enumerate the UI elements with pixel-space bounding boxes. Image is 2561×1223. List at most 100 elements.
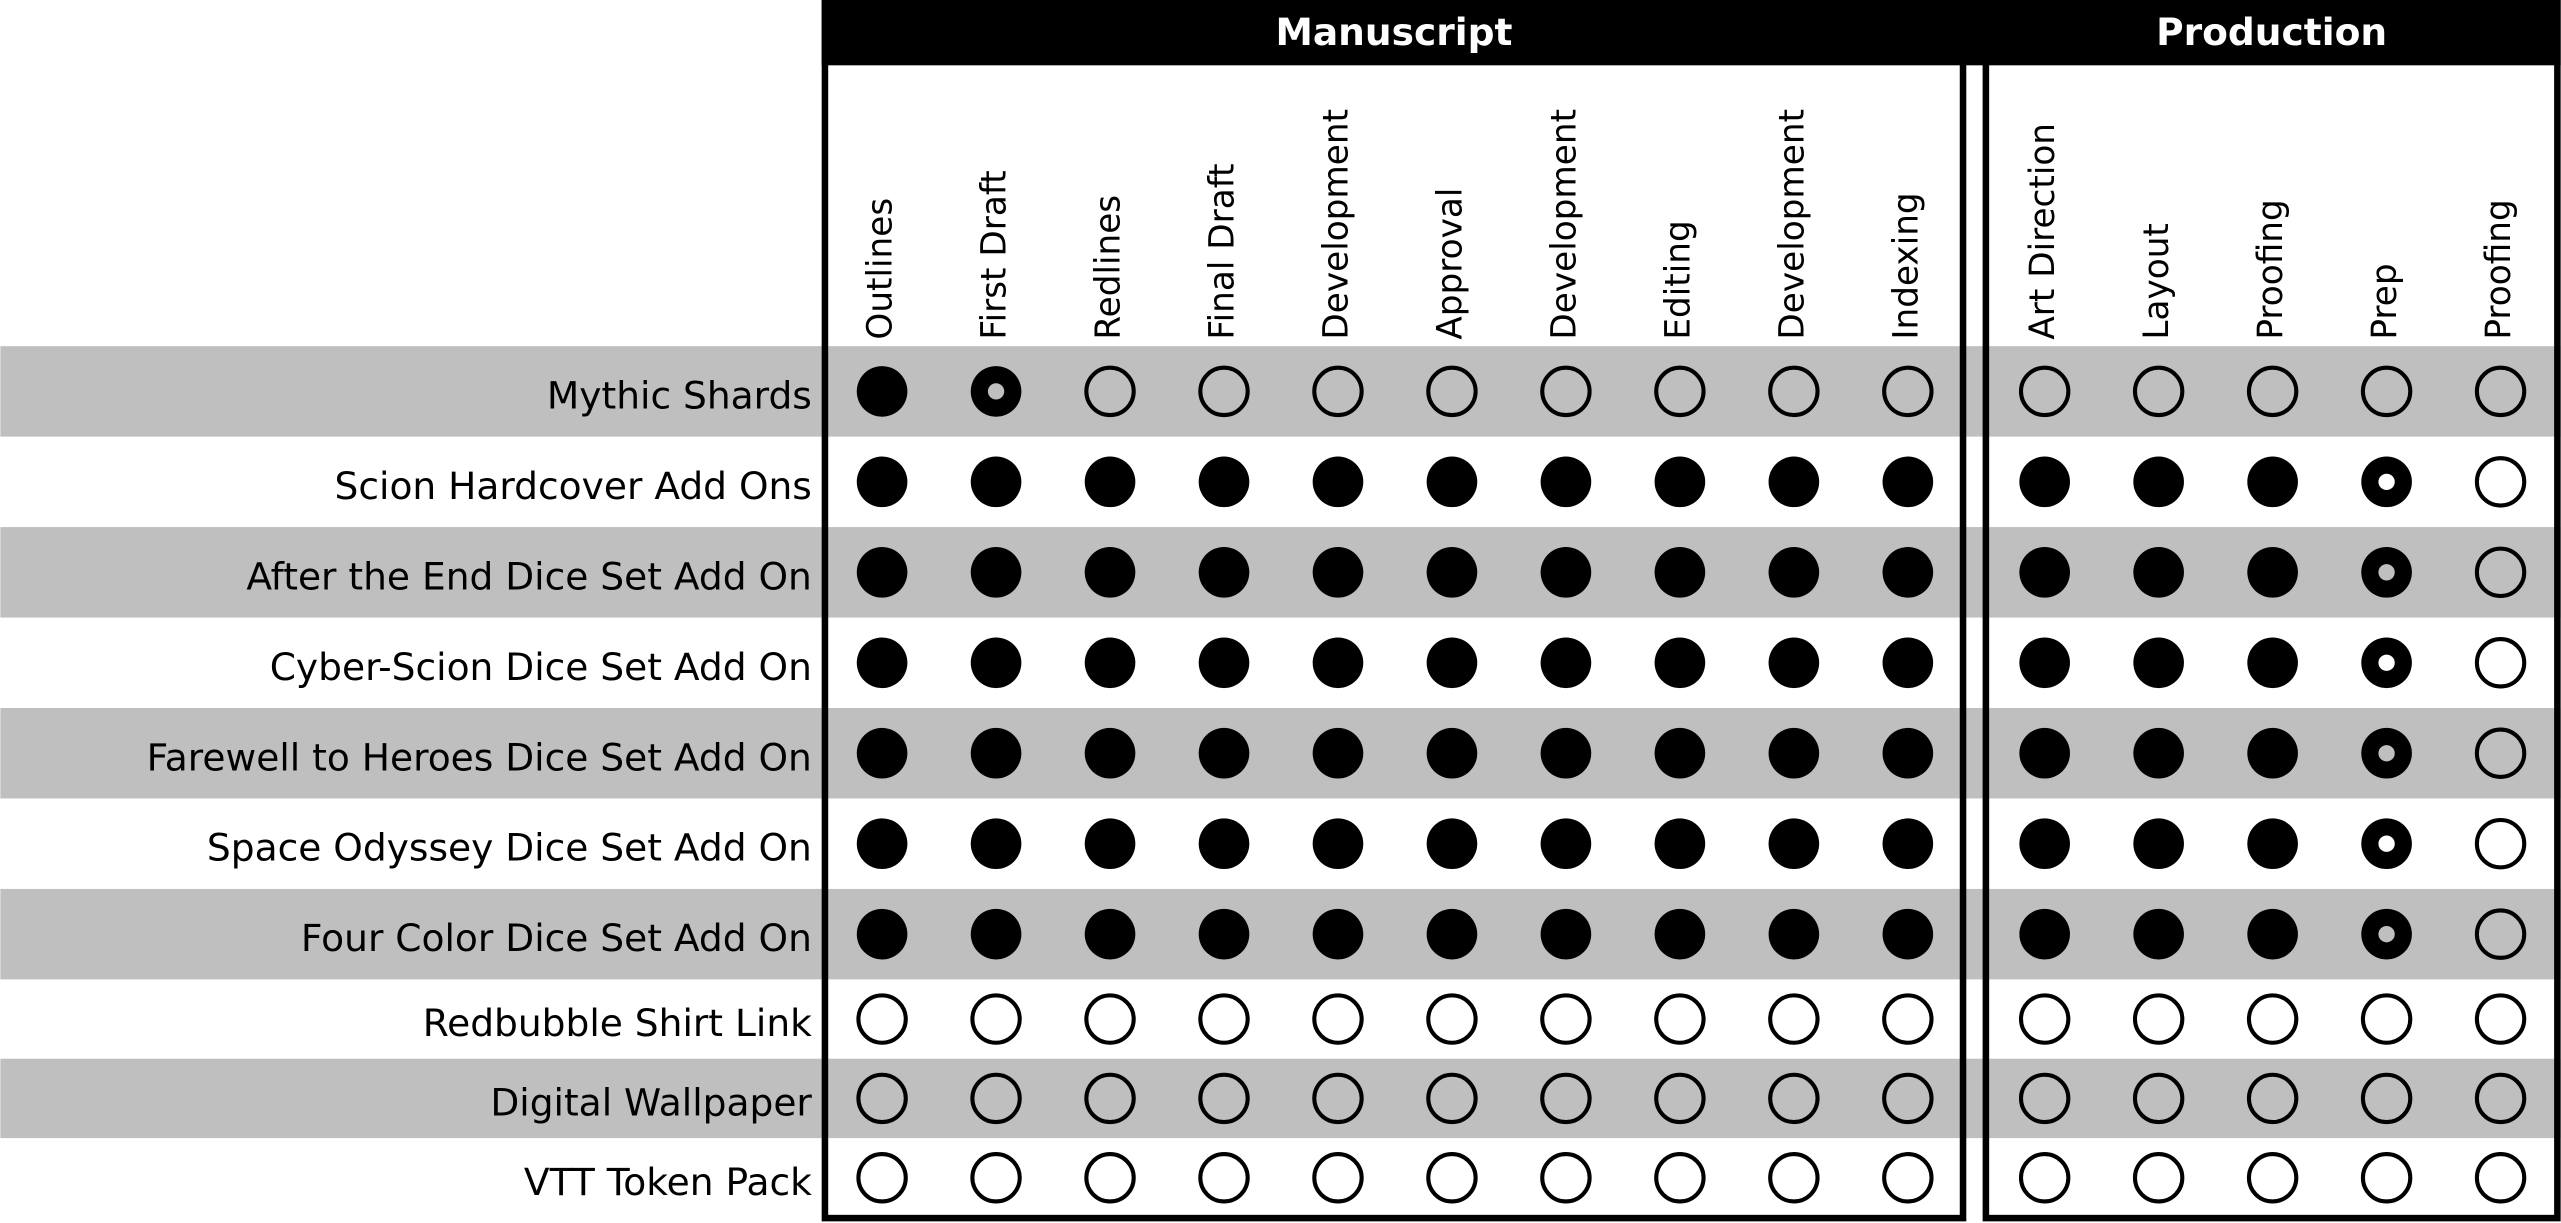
status-dot [1084, 908, 1136, 960]
status-indicator [2247, 456, 2298, 508]
status-dot [2246, 1072, 2299, 1125]
status-indicator [1426, 637, 1478, 689]
status-indicator [2132, 1072, 2185, 1125]
status-indicator [1426, 1072, 1478, 1125]
status-dot [970, 456, 1022, 508]
status-indicator [856, 727, 908, 779]
status-indicator [1084, 818, 1136, 869]
status-dot [1540, 727, 1592, 779]
status-indicator [2019, 637, 2070, 689]
status-indicator [2019, 818, 2070, 869]
status-indicator [2247, 637, 2298, 689]
status-indicator [1768, 908, 1820, 960]
status-indicator [970, 637, 1022, 689]
status-indicator [2247, 908, 2298, 960]
status-dot [2474, 908, 2527, 960]
status-indicator [1768, 1072, 1820, 1125]
row-label: Scion Hardcover Add Ons [335, 464, 812, 508]
status-indicator [1882, 993, 1934, 1045]
status-indicator [970, 547, 1022, 598]
status-indicator [2133, 908, 2184, 960]
status-indicator [970, 908, 1022, 960]
status-dot [1654, 637, 1706, 689]
status-indicator [970, 818, 1022, 869]
status-indicator [2018, 365, 2071, 418]
status-indicator [1768, 993, 1820, 1045]
status-indicator [1312, 1072, 1364, 1125]
status-dot [856, 818, 908, 869]
status-dot [1540, 365, 1592, 418]
status-indicator [1654, 456, 1706, 508]
header-bar [821, 0, 2561, 66]
status-indicator [856, 637, 908, 689]
status-indicator [2133, 637, 2184, 689]
status-indicator [1768, 365, 1820, 418]
status-indicator [1426, 993, 1478, 1045]
column-label: Redlines [1089, 195, 1129, 340]
status-dot [2132, 1152, 2185, 1204]
status-indicator [1198, 456, 1250, 508]
status-indicator [1084, 1072, 1136, 1125]
status-dot [856, 727, 908, 779]
status-indicator [2019, 727, 2070, 779]
status-indicator [1540, 993, 1592, 1045]
status-dot [1882, 908, 1934, 960]
status-indicator [1084, 456, 1136, 508]
status-dot [1198, 1152, 1250, 1204]
status-dot [1312, 908, 1364, 960]
status-dot [1084, 727, 1136, 779]
status-dot [970, 993, 1022, 1045]
status-indicator [1882, 908, 1934, 960]
status-indicator [2474, 908, 2527, 960]
status-indicator [970, 366, 1022, 417]
status-indicator [1540, 547, 1592, 598]
status-hole [2378, 745, 2395, 762]
status-dot [1426, 818, 1478, 869]
row-label: Farewell to Heroes Dice Set Add On [147, 735, 812, 779]
status-indicator [1882, 1072, 1934, 1125]
status-indicator [1312, 727, 1364, 779]
status-indicator [2361, 908, 2412, 960]
status-dot [1882, 547, 1934, 598]
status-indicator [2247, 818, 2298, 869]
status-indicator [2133, 547, 2184, 598]
status-dot [2247, 908, 2298, 960]
status-dot [1654, 908, 1706, 960]
status-indicator [1084, 908, 1136, 960]
status-dot [2018, 993, 2071, 1045]
status-indicator [1540, 727, 1592, 779]
status-dot [1312, 456, 1364, 508]
status-indicator [2474, 365, 2527, 418]
status-dot [1426, 365, 1478, 418]
status-indicator [2019, 456, 2070, 508]
status-indicator [2019, 547, 2070, 598]
status-dot [1312, 547, 1364, 598]
status-dot [1540, 1152, 1592, 1204]
status-dot [2018, 1072, 2071, 1125]
status-indicator [1540, 1152, 1592, 1204]
status-dot [2132, 993, 2185, 1045]
status-dot [1654, 365, 1706, 418]
status-dot [1768, 1072, 1820, 1125]
status-indicator [1654, 727, 1706, 779]
status-dot [1768, 727, 1820, 779]
status-dot [856, 1072, 908, 1125]
status-indicator [1084, 547, 1136, 598]
status-indicator [1198, 727, 1250, 779]
column-label: Prep [2365, 263, 2405, 339]
status-hole [2378, 473, 2395, 491]
column-label: Outlines [861, 198, 901, 340]
status-dot [970, 1072, 1022, 1125]
status-dot [856, 1152, 908, 1204]
status-dot [970, 547, 1022, 598]
row-label: Digital Wallpaper [490, 1080, 812, 1124]
status-indicator [1084, 1152, 1136, 1204]
status-indicator [1312, 993, 1364, 1045]
status-dot [1768, 456, 1820, 508]
column-label: Proofing [2479, 199, 2519, 339]
status-dot [1768, 365, 1820, 418]
status-dot [2132, 1072, 2185, 1125]
status-dot [1654, 456, 1706, 508]
